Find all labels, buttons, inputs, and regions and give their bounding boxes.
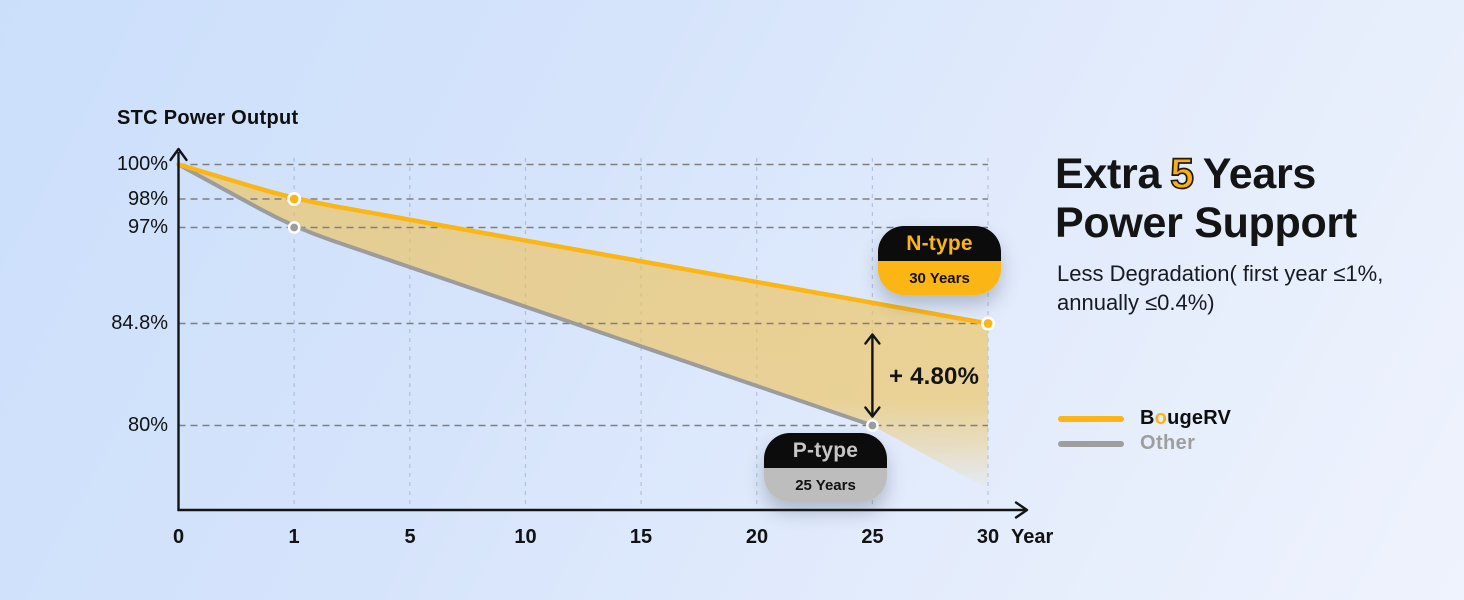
x-axis-arrowhead (1014, 501, 1029, 519)
bougerv-line-swatch (1058, 415, 1124, 422)
n-type-badge: N-type 30 Years (878, 226, 1001, 295)
bougerv-logo: BougeRV (1140, 407, 1231, 430)
y-axis-arrowhead (169, 147, 188, 162)
chart-title: STC Power Output (117, 107, 299, 129)
headline-suffix: Years (1202, 150, 1317, 198)
subtitle-line1: Less Degradation( first year ≤1%, (1057, 261, 1384, 286)
p-type-badge-subtitle: 25 Years (764, 468, 887, 502)
x-tick-label-20: 20 (745, 526, 769, 548)
x-tick-label-5: 5 (404, 526, 416, 548)
y-tick-label-84-8: 84.8% (111, 312, 168, 334)
headline-prefix: Extra (1055, 150, 1162, 198)
x-tick-label-25: 25 (861, 526, 884, 548)
subtitle: Less Degradation( first year ≤1%, annual… (1057, 259, 1383, 317)
n-type-badge-subtitle: 30 Years (878, 261, 1001, 295)
other-label: Other (1140, 432, 1196, 454)
delta-arrow-head-top (864, 333, 881, 345)
headline: Extra 5 Years Power Support (1055, 149, 1357, 248)
y-tick-label-80: 80% (127, 414, 168, 436)
y-tick-label-100: 100% (116, 153, 168, 175)
legend: BougeRV Other (1058, 406, 1231, 456)
x-tick-label-30: 30 (976, 526, 1000, 548)
subtitle-line2: annually ≤0.4%) (1057, 290, 1215, 315)
x-tick-label-0: 0 (172, 526, 185, 548)
p-type-badge-title: P-type (764, 433, 887, 468)
legend-item-other: Other (1058, 431, 1231, 456)
x-tick-label-1: 1 (288, 526, 300, 548)
y-tick-label-97: 97% (127, 216, 168, 238)
n-type-badge-title: N-type (878, 226, 1001, 261)
bougerv-logo-o: o (1154, 407, 1168, 429)
marker-dot (983, 319, 993, 328)
headline-line2: Power Support (1055, 199, 1357, 247)
bougerv-logo-rest: ugeRV (1167, 407, 1232, 429)
marker-dot (289, 194, 299, 204)
bougerv-logo-b: B (1140, 407, 1155, 429)
marker-dot (290, 223, 299, 232)
y-tick-label-98: 98% (127, 187, 168, 210)
legend-item-bougerv: BougeRV (1058, 406, 1231, 431)
delta-arrow-head-bottom (864, 406, 881, 418)
fill-between-series (178, 164, 989, 490)
other-line-swatch (1058, 440, 1124, 447)
p-type-badge: P-type 25 Years (764, 433, 887, 502)
delta-annotation-label: + 4.80% (889, 363, 980, 390)
headline-highlight-5: 5 (1169, 149, 1195, 199)
marker-dot (868, 421, 877, 430)
x-tick-label-15: 15 (629, 526, 653, 548)
x-axis-unit-label: Year (1011, 526, 1054, 548)
x-tick-label-10: 10 (514, 526, 537, 548)
